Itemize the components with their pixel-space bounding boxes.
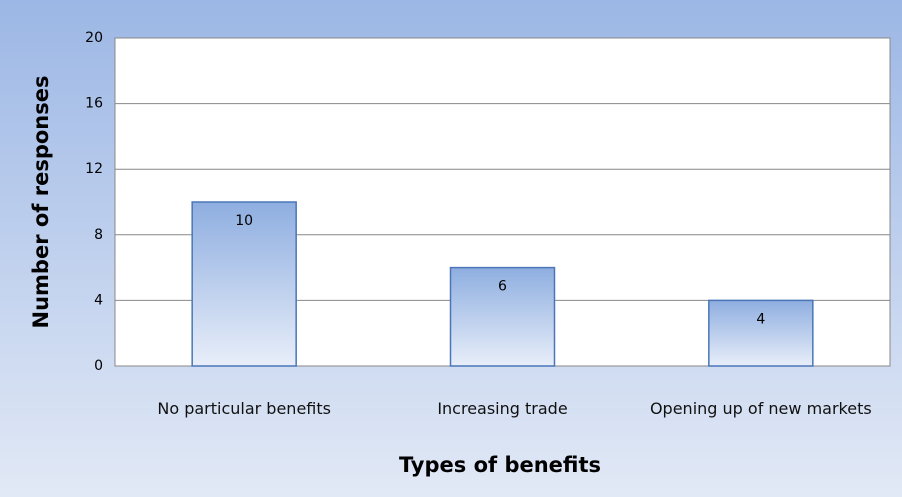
data-label: 4: [756, 311, 765, 327]
x-tick-label: Increasing trade: [437, 399, 568, 418]
y-tick-label: 0: [94, 358, 103, 374]
bar: [708, 299, 814, 367]
bar: [191, 201, 297, 367]
y-tick-label: 20: [85, 30, 103, 46]
bar: [449, 266, 556, 367]
x-tick-label: Opening up of new markets: [649, 399, 872, 418]
x-tick-label: No particular benefits: [157, 399, 331, 418]
x-axis-label: Types of benefits: [399, 453, 601, 477]
data-label: 6: [498, 279, 507, 295]
y-tick-label: 8: [94, 227, 103, 243]
data-label: 10: [235, 213, 253, 229]
y-tick-label: 16: [85, 96, 103, 112]
y-tick-label: 12: [85, 161, 103, 177]
y-axis-label: Number of responses: [29, 76, 53, 329]
y-tick-label: 4: [94, 292, 103, 308]
